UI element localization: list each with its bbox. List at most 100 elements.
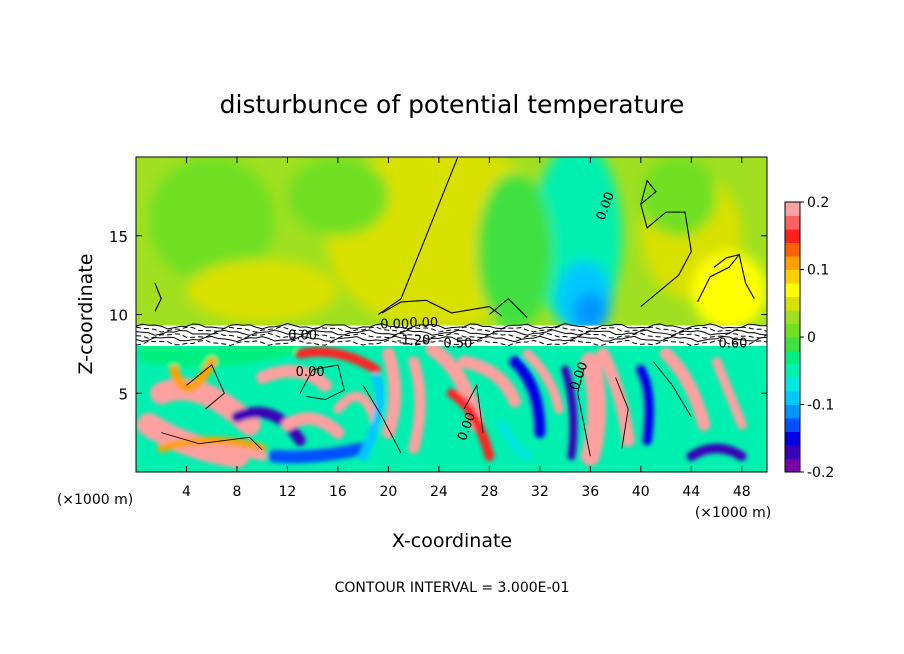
turbulent-streak-16 [457,355,521,408]
contour-label: 0.00 [288,329,317,344]
contour-line-6 [713,254,740,268]
lower-contour-0 [299,364,345,401]
colorbar-swatch [785,350,800,365]
colorbar-tick-label: -0.2 [807,465,834,481]
turbulent-streak-22 [596,347,635,447]
colorbar-swatch [785,242,800,257]
x-tick-label: 8 [232,484,241,500]
turbulent-streak-20 [561,365,578,461]
field-anomaly-1 [148,157,275,283]
colorbar-tick-label: 0.1 [807,263,829,279]
colorbar-swatch [785,445,800,459]
contour-label: -1.20 [397,333,431,348]
contour-label: 0.00 [409,316,438,331]
colorbar-swatch [785,215,800,230]
inversion-contour-4 [136,335,767,343]
colorbar-swatch [785,431,800,446]
turbulent-streak-27 [737,349,767,413]
chart-title: disturbunce of potential temperature [220,90,685,119]
turbulent-streak-18 [509,356,546,439]
colorbar-tick-label: -0.1 [807,398,834,414]
field-anomaly-9 [691,251,767,331]
turbulent-streak-25 [686,443,747,461]
contour-interval-note: CONTOUR INTERVAL = 3.000E-01 [335,580,570,596]
y-axis-label: Z-coordinate [75,254,97,375]
inversion-contours [136,322,767,347]
x-tick-label: 44 [682,484,700,500]
inversion-contour-5 [136,339,767,347]
x-tick-label: 40 [632,484,650,500]
y-axis: 5 10 15 [109,228,767,403]
colorbar: 0.2 0.1 0 -0.1 -0.2 [784,195,834,481]
x-tick-label: 32 [531,484,549,500]
x-tick-label: 16 [329,484,347,500]
turbulent-streak-19 [522,349,564,414]
inversion-contour-3 [136,332,767,340]
contour-line-3 [640,179,692,308]
turbulent-streak-21 [580,352,607,466]
x-unit-right: (×1000 m) [695,505,771,521]
x-tick-label: 36 [581,484,599,500]
lower-contour-3 [577,367,591,457]
turbulent-streak-0 [139,336,297,368]
turbulent-streak-9 [295,347,381,375]
x-tick-label: 28 [480,484,498,500]
field-anomaly-8 [640,157,717,236]
turbulent-streak-11 [358,372,385,461]
x-tick-label: 48 [733,484,751,500]
turbulent-streak-12 [382,347,402,439]
contour-line-4 [697,253,755,303]
colorbar-swatch [785,283,800,297]
turbulent-streak-15 [446,388,495,461]
contour-label: 0.50 [443,337,472,352]
colorbar-swatch [785,337,800,351]
x-tick-label: 12 [279,484,297,500]
colorbar-swatch [785,202,800,216]
colorbar-swatch [785,269,800,284]
lower-field-features [136,336,767,469]
upper-field-features [148,157,767,337]
contour-lines [154,157,755,457]
x-tick-label: 24 [430,484,448,500]
field-anomaly-2 [186,259,338,323]
turbulent-streak-28 [206,447,267,461]
x-tick-label: 20 [379,484,397,500]
plot-area [136,157,767,472]
colorbar-swatch [785,256,800,270]
colorbar-swatch [785,323,800,338]
turbulent-streak-26 [711,357,747,430]
lower-contour-5 [161,432,263,451]
colorbar-swatch [785,310,800,324]
contour-labels: 0.000.000.00 0.00-1.20 0.500.000.600.000.0… [288,190,747,443]
colorbar-swatch [785,296,800,311]
lower-contour-1 [186,364,225,410]
turbulent-streak-17 [497,420,532,461]
x-unit-left: (×1000 m) [57,492,133,508]
lower-contour-4 [615,377,629,449]
turbulent-streak-7 [255,364,332,392]
turbulent-streak-8 [281,412,345,439]
colorbar-swatch [785,377,800,392]
turbulent-streak-23 [636,364,654,446]
contour-line-5 [154,282,162,312]
contour-line-1 [381,299,503,317]
contour-label: 0.00 [296,365,325,380]
turbulent-streak-4 [157,436,267,453]
turbulent-streak-2 [169,357,217,393]
contour-label: 0.00 [380,318,409,333]
lower-contour-7 [653,361,692,418]
y-tick-label: 5 [118,385,128,403]
colorbar-swatch [785,418,800,432]
turbulent-streak-6 [268,442,370,464]
x-tick-label: 4 [182,484,191,500]
colorbar-swatch [785,364,800,378]
contour-line-2 [489,298,528,319]
field-anomaly-10 [287,157,389,236]
inversion-contour-2 [136,329,767,336]
colorbar-swatch [785,391,800,405]
inversion-contour-1 [136,326,767,333]
y-tick-label: 15 [109,228,128,246]
colorbar-swatch [785,229,800,243]
turbulent-streak-5 [231,406,306,447]
